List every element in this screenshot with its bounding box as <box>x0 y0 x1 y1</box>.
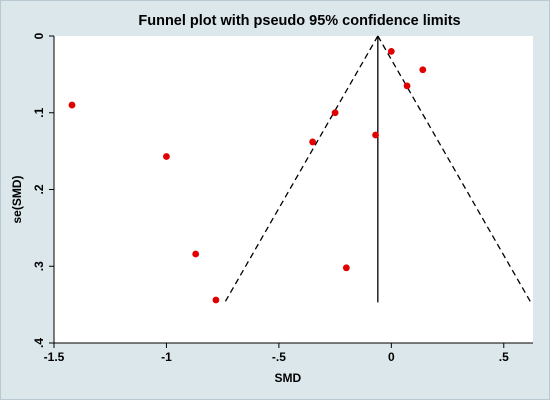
y-tick-label: .2 <box>32 184 46 194</box>
axes: 0 .1 .2 .3 .4 -1.5 -1 -.5 0 .5 <box>32 32 533 364</box>
y-tick-label: .1 <box>32 107 46 117</box>
y-tick-label: 0 <box>32 32 46 39</box>
data-point <box>403 82 411 90</box>
y-tick-label: .4 <box>32 338 46 348</box>
data-points <box>68 47 427 304</box>
data-point <box>192 250 200 258</box>
x-tick-label: 0 <box>388 350 395 364</box>
y-axis-label: se(SMD) <box>10 175 24 223</box>
data-point <box>372 131 379 139</box>
lower-confidence-limit <box>224 35 379 303</box>
chart-title: Funnel plot with pseudo 95% confidence l… <box>138 13 460 29</box>
x-tick-label: -.5 <box>272 350 286 364</box>
data-point <box>212 296 220 304</box>
data-point <box>163 153 170 160</box>
y-tick-label: .3 <box>32 261 46 271</box>
data-point <box>419 66 427 74</box>
data-point <box>331 109 339 117</box>
x-axis-label: SMD <box>275 371 302 385</box>
plot-area <box>54 36 533 343</box>
data-point <box>68 101 76 109</box>
data-point <box>309 138 317 146</box>
data-point <box>342 264 350 272</box>
x-tick-label: .5 <box>499 350 509 364</box>
x-tick-label: -1.5 <box>44 350 65 364</box>
data-point <box>387 47 395 55</box>
funnel-lines <box>224 35 532 303</box>
x-tick-label: -1 <box>161 350 172 364</box>
upper-confidence-limit <box>377 35 532 303</box>
